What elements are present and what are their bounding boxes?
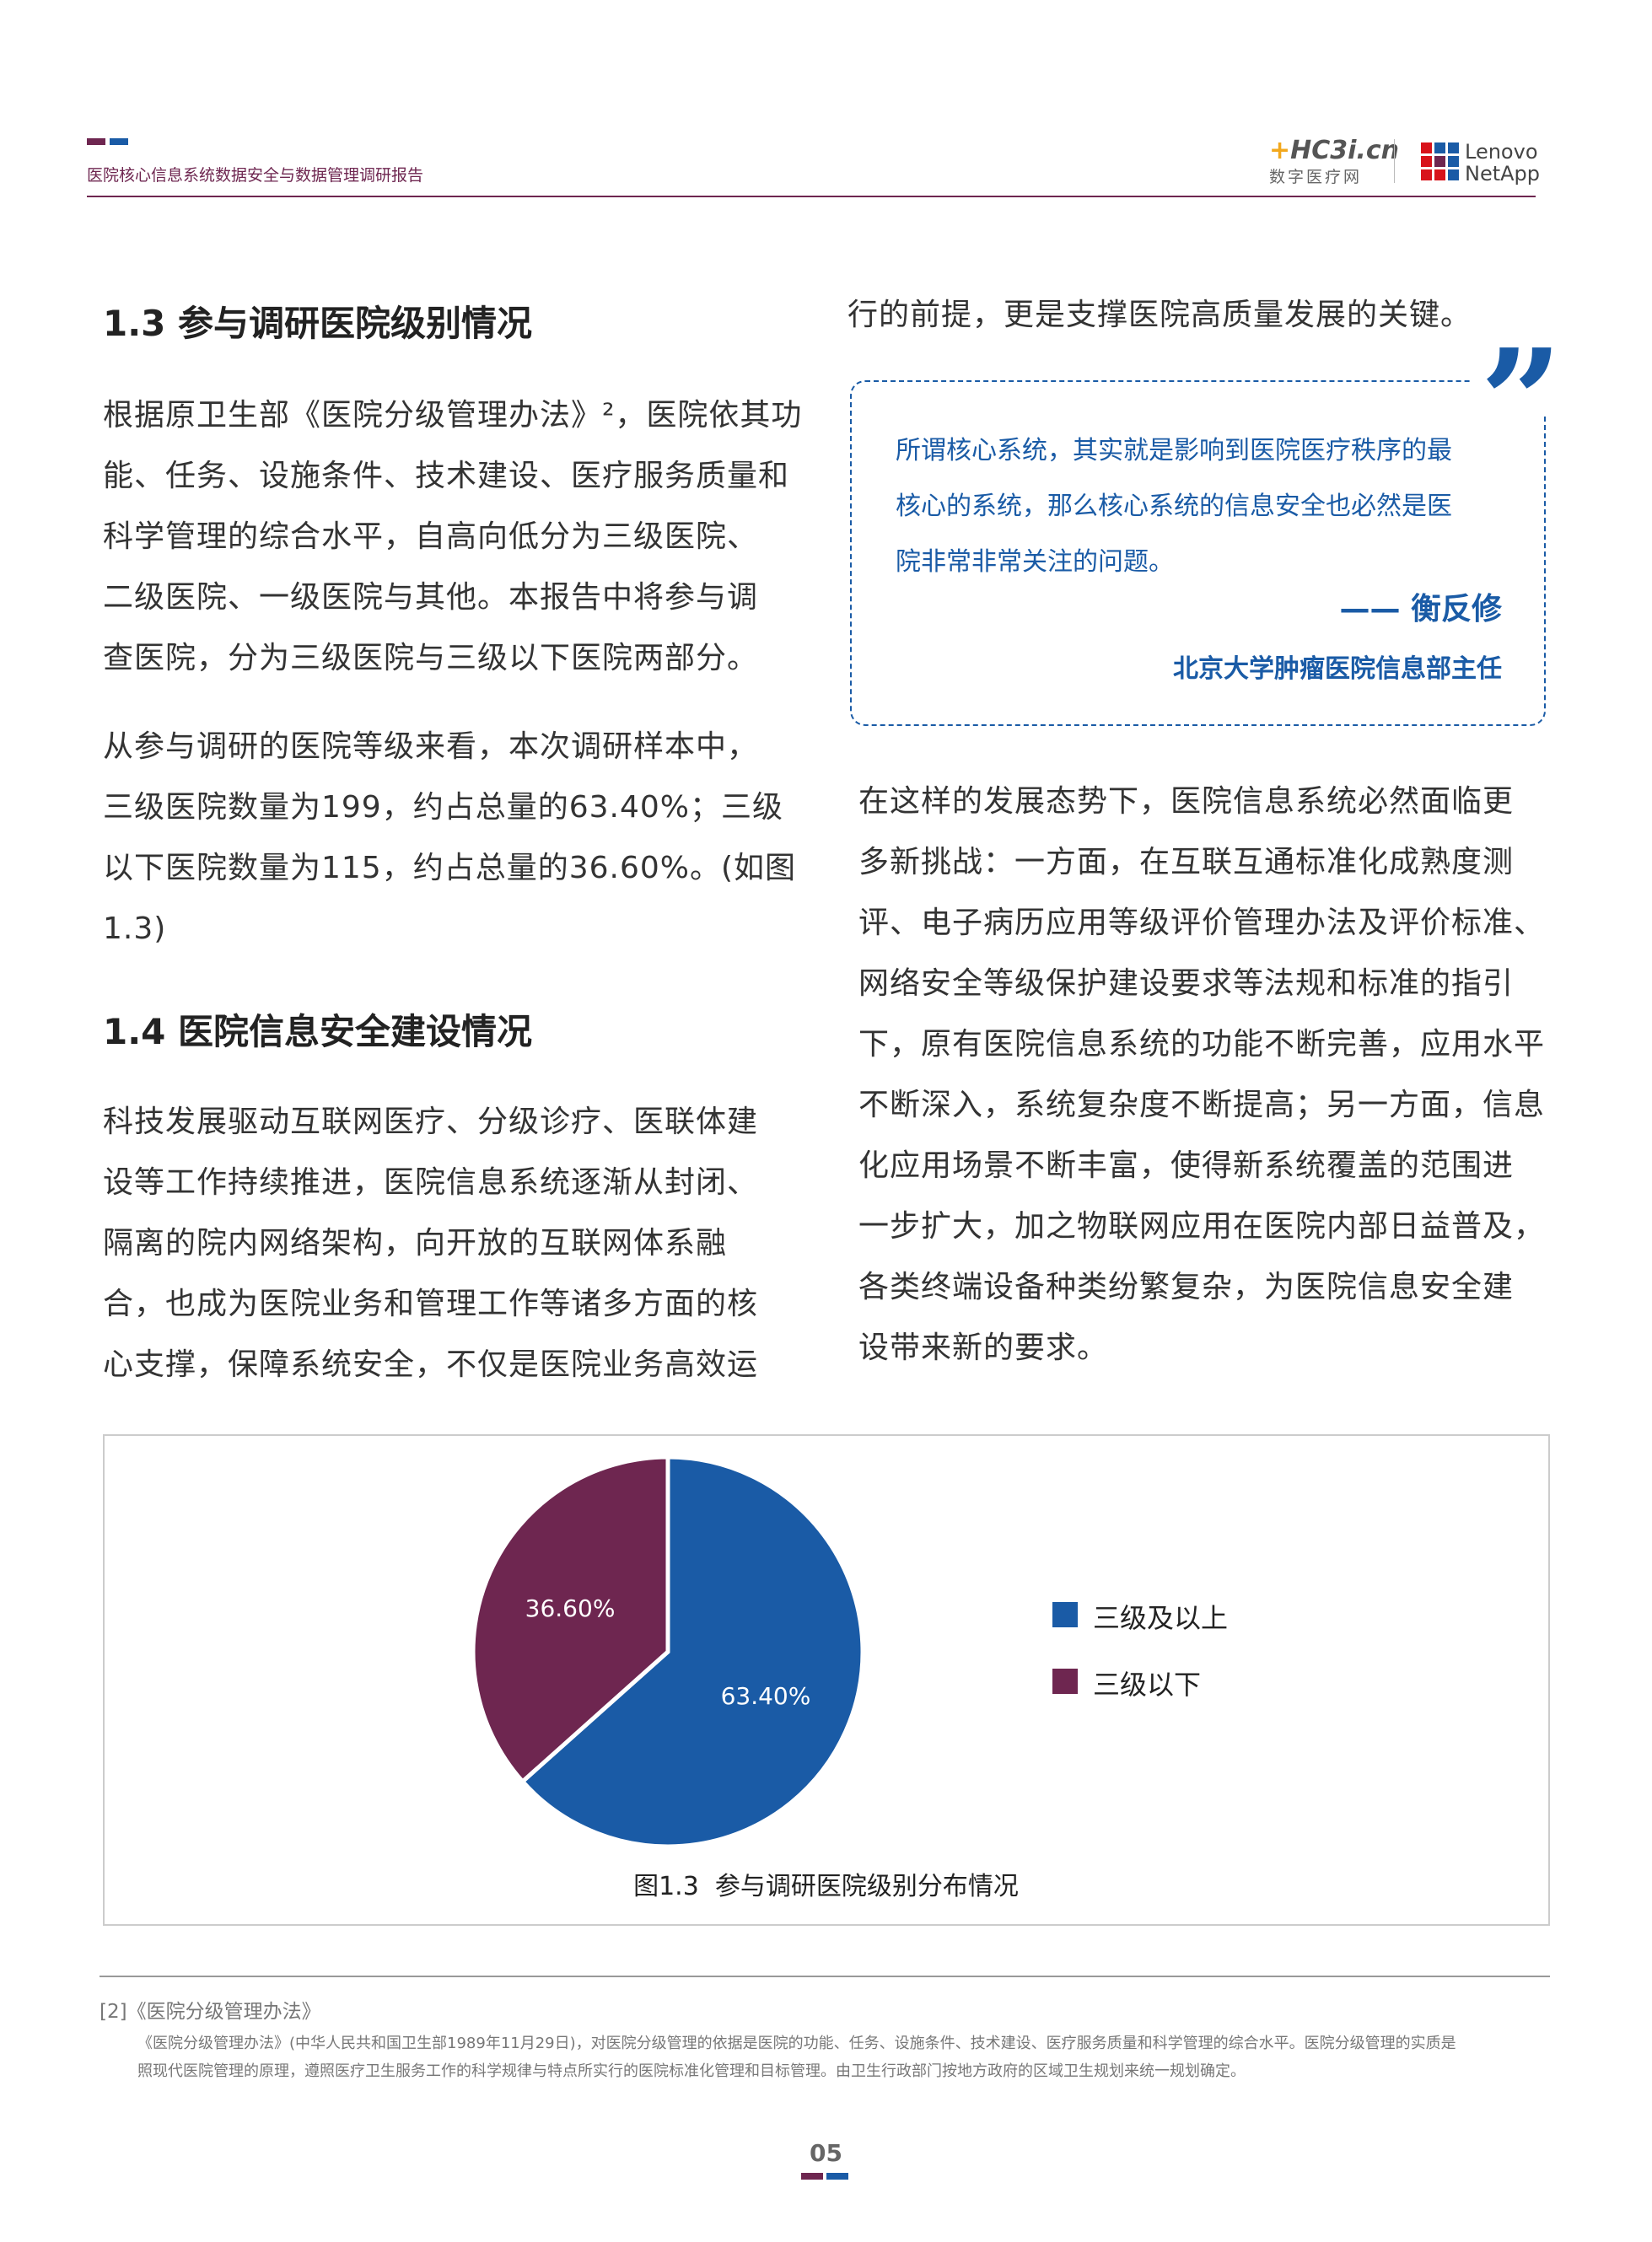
text-line: 多新挑战：一方面，在互联互通标准化成熟度测 <box>858 845 1515 879</box>
pie-slice-1 <box>471 1454 670 1785</box>
header-square-blue <box>110 138 128 145</box>
pie-slice-0 <box>519 1454 865 1849</box>
text-line: 不断深入，系统复杂度不断提高；另一方面，信息 <box>858 1088 1546 1122</box>
header-square-maroon <box>87 138 105 145</box>
netapp-text: NetApp <box>1465 162 1541 185</box>
pie-data-label: 63.40% <box>721 1682 811 1710</box>
text-line: 查医院，分为三级医院与三级以下医院两部分。 <box>103 641 759 675</box>
text-line: 科技发展驱动互联网医疗、分级诊疗、医联体建 <box>103 1105 759 1139</box>
paragraph-new-challenges: 在这样的发展态势下，医院信息系统必然面临更 多新挑战：一方面，在互联互通标准化成… <box>858 772 1545 1379</box>
paragraph-sample-stats: 从参与调研的医院等级来看，本次调研样本中， 三级医院数量为199，约占总量的63… <box>103 717 796 960</box>
pie-chart: 63.40% 36.60% <box>471 1454 865 1849</box>
text-line: 以下医院数量为115，约占总量的36.60%。(如图 <box>103 851 797 885</box>
text-line: 下，原有医院信息系统的功能不断完善，应用水平 <box>858 1027 1546 1062</box>
paragraph-hospital-grading: 根据原卫生部《医院分级管理办法》²，医院依其功 能、任务、设施条件、技术建设、医… <box>103 385 802 689</box>
footnote-line: 照现代医院管理的原理，遵照医疗卫生服务工作的科学规律与特点所实行的医院标准化管理… <box>137 2062 1246 2080</box>
report-title: 医院核心信息系统数据安全与数据管理调研报告 <box>87 166 424 185</box>
text-line: 心支撑，保障系统安全，不仅是医院业务高效运 <box>103 1347 759 1382</box>
footnote-title: [2]《医院分级管理办法》 <box>100 2001 321 2023</box>
text-line: 合，也成为医院业务和管理工作等诸多方面的核 <box>103 1287 759 1321</box>
text-line: 科学管理的综合水平，自高向低分为三级医院、 <box>103 519 759 554</box>
logo-separator <box>1394 139 1395 183</box>
quote-author: —— 衡反修 <box>1339 592 1502 626</box>
text-line: 网络安全等级保护建设要求等法规和标准的指引 <box>858 966 1515 1001</box>
pie-data-label: 36.60% <box>525 1594 616 1622</box>
footnote-body: 《医院分级管理办法》(中华人民共和国卫生部1989年11月29日)，对医院分级管… <box>137 2030 1456 2085</box>
section-heading-1-4: 1.4 医院信息安全建设情况 <box>103 1011 533 1052</box>
quote-line: 院非常非常关注的问题。 <box>896 547 1174 577</box>
figure-caption: 图1.3 参与调研医院级别分布情况 <box>633 1872 1019 1901</box>
text-line: 设带来新的要求。 <box>858 1331 1109 1365</box>
text-line: 二级医院、一级医院与其他。本报告中将参与调 <box>103 580 759 615</box>
text-line: 一步扩大，加之物联网应用在医院内部日益普及， <box>858 1209 1546 1244</box>
text-line: 三级医院数量为199，约占总量的63.40%；三级 <box>103 790 783 825</box>
text-line: 化应用场景不断丰富，使得新系统覆盖的范围进 <box>858 1148 1515 1183</box>
text-line: 各类终端设备种类纷繁复杂，为医院信息安全建 <box>858 1270 1515 1304</box>
quotation-mark-icon: ” <box>1472 331 1571 474</box>
text-line: 1.3) <box>103 911 167 946</box>
quote-text: 所谓核心系统，其实就是影响到医院医疗秩序的最 核心的系统，那么核心系统的信息安全… <box>896 423 1511 590</box>
continued-text-line: 行的前提，更是支撑医院高质量发展的关键。 <box>848 298 1472 332</box>
hc3i-logo-subtitle: 数字医疗网 <box>1269 168 1363 186</box>
netapp-grid-icon <box>1421 142 1459 180</box>
lenovo-text: Lenovo <box>1465 140 1538 164</box>
quote-line: 所谓核心系统，其实就是影响到医院医疗秩序的最 <box>896 436 1452 465</box>
legend-swatch-tier3 <box>1052 1602 1078 1627</box>
quote-line: 核心的系统，那么核心系统的信息安全也必然是医 <box>896 492 1452 521</box>
figure-1-3-box <box>103 1434 1550 1926</box>
quote-box <box>850 380 1546 726</box>
legend-label-tier3: 三级及以上 <box>1093 1602 1229 1634</box>
section-heading-1-3: 1.3 参与调研医院级别情况 <box>103 303 533 344</box>
text-line: 从参与调研的医院等级来看，本次调研样本中， <box>103 729 759 764</box>
header-divider <box>87 196 1536 197</box>
paragraph-security-construction: 科技发展驱动互联网医疗、分级诊疗、医联体建 设等工作持续推进，医院信息系统逐渐从… <box>103 1092 758 1395</box>
quote-author-title: 北京大学肿瘤医院信息部主任 <box>1173 654 1502 684</box>
text-line: 评、电子病历应用等级评价管理办法及评价标准、 <box>858 906 1546 940</box>
text-line: 能、任务、设施条件、技术建设、医疗服务质量和 <box>103 459 790 493</box>
footnote-line: 《医院分级管理办法》(中华人民共和国卫生部1989年11月29日)，对医院分级管… <box>137 2035 1456 2052</box>
footnote-divider <box>100 1976 1550 1977</box>
footer-square-blue <box>826 2173 848 2180</box>
text-line: 设等工作持续推进，医院信息系统逐渐从封闭、 <box>103 1165 759 1200</box>
text-line: 隔离的院内网络架构，向开放的互联网体系融 <box>103 1226 728 1261</box>
text-line: 根据原卫生部《医院分级管理办法》²，医院依其功 <box>103 398 803 433</box>
footer-square-maroon <box>801 2173 823 2180</box>
hc3i-logo: +HC3i.cn 数字医疗网 <box>1269 136 1399 187</box>
text-line: 在这样的发展态势下，医院信息系统必然面临更 <box>858 784 1515 819</box>
page-number: 05 <box>810 2139 842 2167</box>
legend-label-below-tier3: 三级以下 <box>1093 1669 1202 1701</box>
legend-swatch-below-tier3 <box>1052 1669 1078 1694</box>
hc3i-logo-text: HC3i.cn <box>1290 136 1399 165</box>
